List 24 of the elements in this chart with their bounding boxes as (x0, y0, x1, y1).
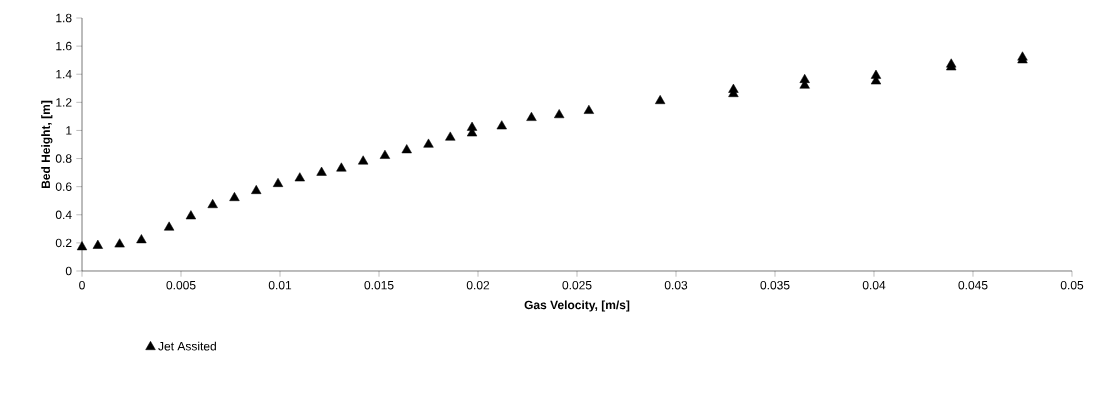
x-tick-label: 0.025 (562, 280, 592, 290)
y-tick-label: 1 (66, 126, 72, 135)
y-tick-label: 0.6 (55, 182, 72, 191)
x-tick-label: 0.05 (1060, 280, 1084, 290)
y-axis-title: Bed Height, [m] (41, 100, 53, 189)
legend-label: Jet Assited (158, 341, 216, 351)
x-tick-label: 0.035 (760, 280, 790, 290)
x-tick-label: 0.005 (166, 280, 196, 290)
y-tick-label: 0 (65, 266, 72, 276)
x-tick-label: 0 (79, 280, 85, 290)
y-tick-label: 1.8 (56, 13, 72, 23)
y-tick-label: 1.6 (56, 41, 72, 51)
y-tick-label: 0.4 (55, 210, 72, 220)
x-tick-label: 0.045 (958, 280, 988, 290)
x-tick-label: 0.02 (466, 280, 490, 290)
y-tick-label: 0.2 (55, 238, 72, 248)
y-tick-label: 0.8 (55, 154, 72, 163)
x-tick-label: 0.01 (268, 280, 292, 290)
x-tick-label: 0.03 (664, 280, 688, 290)
x-tick-label: 0.04 (862, 280, 886, 290)
y-tick-label: 1.4 (56, 70, 72, 79)
x-tick-label: 0.015 (364, 280, 394, 290)
x-axis-title: Gas Velocity, [m/s] (524, 300, 630, 312)
y-tick-label: 1.2 (56, 98, 72, 107)
